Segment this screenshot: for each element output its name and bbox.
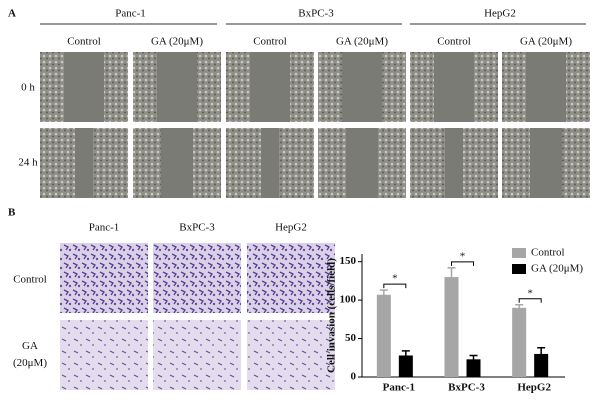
wound-gap	[530, 128, 562, 198]
condition-header: Control	[437, 36, 471, 48]
condition-header: GA (20μM)	[520, 36, 572, 48]
significance-mark: *	[460, 250, 466, 262]
y-tick-label: 150	[340, 255, 357, 267]
cell-line-header: HepG2	[484, 8, 516, 20]
column-header: BxPC-3	[179, 222, 215, 234]
bar	[466, 359, 481, 377]
error-bar	[537, 347, 546, 361]
micrograph	[247, 320, 335, 390]
wound-gap	[75, 128, 93, 198]
row-label: GA	[22, 340, 38, 352]
error-bar	[401, 350, 410, 361]
micrograph	[153, 243, 241, 313]
legend-label: GA (20μM)	[531, 263, 583, 275]
condition-header: GA (20μM)	[151, 36, 203, 48]
error-bar	[379, 289, 388, 300]
significance-bracket	[518, 298, 542, 303]
condition-header: GA (20μM)	[336, 36, 388, 48]
cell-line-header: Panc-1	[115, 8, 146, 20]
y-tick-label: 100	[340, 294, 357, 306]
condition-header: Control	[253, 36, 287, 48]
wound-gap	[157, 52, 197, 122]
error-bar	[515, 303, 524, 311]
wound-gap	[64, 52, 104, 122]
row-label: 0 h	[21, 82, 35, 94]
y-axis-label: Cell invasion (cells/field)	[326, 258, 338, 373]
bar	[534, 353, 549, 377]
wound-gap	[434, 52, 474, 122]
cell-line-header: BxPC-3	[298, 8, 334, 20]
condition-header: Control	[67, 36, 101, 48]
x-tick-label: HepG2	[517, 382, 551, 394]
micrograph	[247, 243, 335, 313]
bar	[398, 355, 413, 377]
significance-mark: *	[392, 273, 398, 285]
x-tick-label: BxPC-3	[448, 382, 485, 394]
micrograph	[153, 320, 241, 390]
wound-gap	[346, 128, 378, 198]
bar	[376, 294, 391, 377]
panel-label: B	[8, 207, 16, 219]
bar	[444, 277, 459, 377]
wound-gap	[445, 128, 463, 198]
legend-swatch	[512, 264, 526, 274]
error-bar	[447, 267, 456, 287]
y-tick-label: 0	[351, 371, 357, 383]
significance-mark: *	[527, 287, 533, 299]
row-label: (20μM)	[13, 357, 47, 369]
wound-gap	[161, 128, 193, 198]
micrograph	[60, 243, 148, 313]
x-tick-label: Panc-1	[383, 382, 415, 394]
wound-gap	[261, 128, 279, 198]
wound-gap	[526, 52, 566, 122]
column-header: HepG2	[275, 222, 307, 234]
significance-bracket	[451, 261, 474, 266]
bar	[512, 307, 527, 377]
legend-swatch	[512, 248, 526, 258]
significance-bracket	[383, 283, 407, 289]
row-label: Control	[13, 274, 47, 286]
legend-label: Control	[531, 247, 565, 259]
wound-gap	[250, 52, 290, 122]
wound-gap	[342, 52, 382, 122]
error-bar	[469, 354, 478, 364]
panel-label: A	[8, 8, 16, 20]
column-header: Panc-1	[89, 222, 120, 234]
row-label: 24 h	[18, 157, 38, 169]
y-tick-label: 50	[345, 332, 357, 344]
micrograph	[60, 320, 148, 390]
